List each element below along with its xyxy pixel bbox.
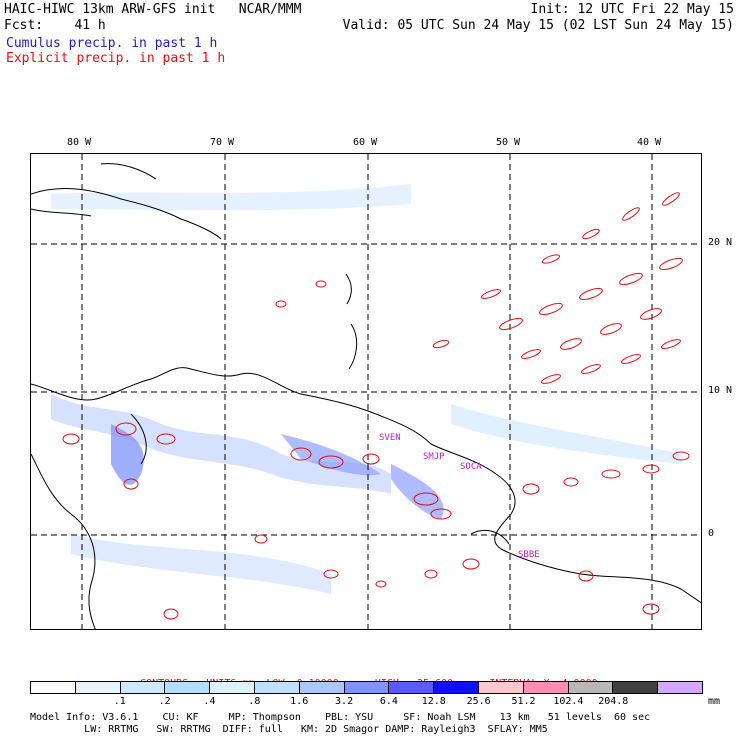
color-bar-tick: .1: [113, 696, 126, 707]
color-bar-tick: .4: [203, 696, 216, 707]
color-bar-unit: mm: [708, 696, 721, 707]
color-bar-swatch: [389, 682, 435, 693]
lon-label-50w: 50 W: [496, 137, 521, 148]
lon-label-80w: 80 W: [67, 137, 92, 148]
station-label-smjp: SMJP: [423, 452, 445, 462]
lon-label-60w: 60 W: [353, 137, 378, 148]
station-label-soca: SOCA: [460, 462, 482, 472]
color-bar-swatch: [523, 682, 569, 693]
color-bar-tick: 1.6: [290, 696, 309, 707]
color-bar-swatch: [120, 682, 166, 693]
color-bar: [30, 681, 703, 694]
explicit-label: Explicit precip. in past 1 h: [6, 51, 226, 66]
color-bar-tick: 6.4: [379, 696, 398, 707]
forecast-hour: Fcst: 41 h: [4, 18, 106, 33]
color-bar-swatch: [568, 682, 614, 693]
lon-label-70w: 70 W: [210, 137, 235, 148]
lat-lon-gridlines: [31, 154, 701, 629]
color-bar-tick: 12.8: [421, 696, 446, 707]
lat-label-20n: 20 N: [708, 237, 733, 248]
color-bar-swatch: [344, 682, 390, 693]
valid-time: Valid: 05 UTC Sun 24 May 15 (02 LST Sun …: [342, 18, 734, 33]
cumulus-label: Cumulus precip. in past 1 h: [6, 36, 218, 51]
init-time: Init: 12 UTC Fri 22 May 15: [530, 2, 735, 17]
color-bar-tick: 51.2: [511, 696, 536, 707]
map-canvas: [31, 154, 701, 629]
color-bar-swatch: [299, 682, 345, 693]
color-bar-tick: .8: [248, 696, 261, 707]
color-bar-tick: 3.2: [335, 696, 354, 707]
lat-label-0: 0: [708, 528, 715, 539]
color-bar-swatch: [75, 682, 121, 693]
station-label-sven: SVEN: [379, 433, 401, 443]
explicit-precip-contours: [62, 192, 690, 620]
color-bar-swatch: [434, 682, 479, 693]
color-bar-tick: 102.4: [553, 696, 584, 707]
station-label-sbbe: SBBE: [518, 550, 540, 560]
color-bar-tick: 204.8: [598, 696, 629, 707]
color-bar-swatch: [31, 682, 76, 693]
coastlines: [31, 163, 701, 629]
color-bar-swatch: [165, 682, 211, 693]
color-bar-tick: 25.6: [466, 696, 491, 707]
title-left: HAIC-HIWC 13km ARW-GFS init NCAR/MMM: [4, 2, 302, 17]
model-info-line2: LW: RRTMG SW: RRTMG DIFF: full KM: 2D Sm…: [30, 724, 548, 735]
color-bar-swatch: [613, 682, 659, 693]
color-bar-swatch: [254, 682, 300, 693]
color-bar-ticks: .1 .2 .4 .8 1.6 3.2 6.4 12.8 25.6 51.2 102.4 204.8: [30, 696, 730, 708]
color-bar-swatch: [658, 682, 702, 693]
color-bar-swatch: [478, 682, 524, 693]
precip-map: [30, 153, 702, 630]
precip-shading: [51, 184, 681, 594]
model-info-line1: Model Info: V3.6.1 CU: KF MP: Thompson P…: [30, 712, 651, 723]
color-bar-swatch: [210, 682, 255, 693]
lat-label-10n: 10 N: [708, 385, 733, 396]
color-bar-tick: .2: [158, 696, 171, 707]
lon-label-40w: 40 W: [637, 137, 662, 148]
